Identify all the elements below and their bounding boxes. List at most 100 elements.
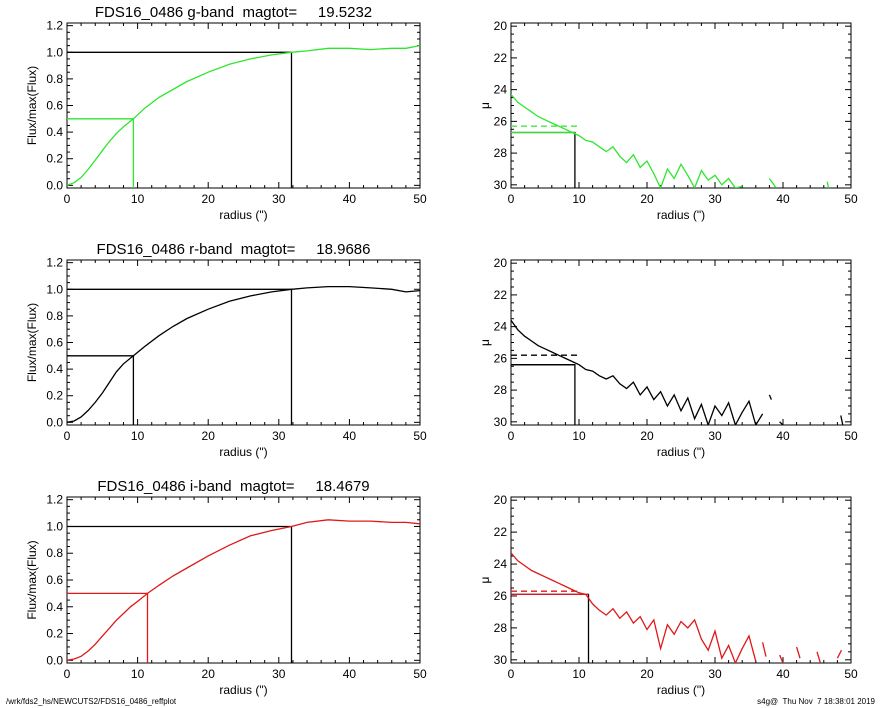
data-curve-segment: [761, 642, 767, 657]
x-tick-label: 50: [413, 667, 427, 681]
y-tick-label: 22: [494, 288, 508, 302]
data-curve-segment: [779, 654, 784, 663]
x-tick-label: 20: [640, 429, 654, 443]
y-tick-label: 1.2: [46, 493, 63, 507]
y-tick-label: 28: [494, 146, 508, 160]
y-tick-label: 26: [494, 114, 508, 128]
data-curve: [67, 285, 420, 423]
y-tick-label: 0.4: [46, 125, 63, 139]
chart-title: FDS16_0486 r-band magtot= 18.9686: [97, 241, 371, 258]
data-curve-segment: [836, 649, 843, 659]
x-tick-label: 10: [572, 429, 586, 443]
y-tick-label: 0.2: [46, 389, 63, 403]
y-tick-label: 0.6: [46, 99, 63, 113]
y-tick-label: 20: [494, 256, 508, 270]
y-tick-label: 0.0: [46, 653, 63, 667]
data-curve: [67, 519, 420, 661]
y-axis-label: Flux/max(Flux): [25, 303, 39, 382]
x-tick-label: 10: [131, 429, 145, 443]
chart-title: FDS16_0486 i-band magtot= 18.4679: [97, 478, 369, 495]
y-axis-label: μ: [478, 339, 492, 346]
x-tick-label: 40: [343, 667, 357, 681]
x-axis-label: radius ("): [219, 683, 267, 697]
x-tick-label: 10: [572, 667, 586, 681]
y-tick-label: 22: [494, 51, 508, 65]
x-tick-label: 50: [844, 429, 858, 443]
y-tick-label: 0.8: [46, 546, 63, 560]
y-tick-label: 0.2: [46, 627, 63, 641]
x-tick-label: 50: [844, 192, 858, 206]
x-tick-label: 0: [508, 192, 515, 206]
x-tick-label: 40: [776, 429, 790, 443]
plot-frame: [66, 259, 421, 426]
x-tick-label: 20: [202, 192, 216, 206]
y-axis-label: μ: [478, 576, 492, 583]
x-tick-label: 30: [708, 667, 722, 681]
x-tick-label: 30: [272, 429, 286, 443]
y-axis-label: Flux/max(Flux): [25, 66, 39, 145]
x-tick-label: 40: [776, 667, 790, 681]
x-axis-label: radius ("): [219, 445, 267, 459]
data-curve: [511, 93, 743, 188]
x-tick-label: 30: [272, 192, 286, 206]
chart-panel-r-growth: 0 10 20 30 40 50 0.0 0.2 0.4 0.6 0.8 1.0 1.2 radius (…: [25, 241, 427, 459]
y-tick-label: 0.8: [46, 309, 63, 323]
x-tick-label: 20: [640, 667, 654, 681]
x-tick-label: 30: [272, 667, 286, 681]
x-tick-label: 30: [708, 429, 722, 443]
half-light-marker-line: [511, 593, 590, 663]
plot-frame: [510, 259, 852, 426]
half-light-marker-line: [67, 51, 293, 188]
y-tick-label: 28: [494, 383, 508, 397]
chart-panel-g-growth: 0 10 20 30 40 50 0.0 0.2 0.4 0.6 0.8 1.0 1.2 radius (…: [25, 4, 427, 222]
half-light-marker-line: [67, 288, 293, 425]
data-curve: [511, 552, 757, 663]
x-tick-label: 0: [508, 429, 515, 443]
y-tick-label: 24: [494, 557, 508, 571]
half-light-marker-line: [511, 364, 576, 425]
x-tick-label: 0: [64, 192, 71, 206]
data-curve-segment: [768, 394, 772, 400]
x-tick-label: 50: [413, 192, 427, 206]
y-tick-label: 30: [494, 653, 508, 667]
y-tick-label: 26: [494, 351, 508, 365]
y-tick-label: 0.6: [46, 336, 63, 350]
data-curve-segment: [816, 651, 822, 663]
data-curve-segment: [795, 646, 801, 659]
chart-title: FDS16_0486 g-band magtot= 19.5232: [95, 4, 372, 21]
y-tick-label: 28: [494, 621, 508, 635]
data-curve-segment: [840, 415, 844, 425]
chart-panel-i-growth: 0 10 20 30 40 50 0.0 0.2 0.4 0.6 0.8 1.0 1.2 radius (…: [25, 478, 427, 697]
y-tick-label: 1.0: [46, 45, 63, 59]
y-tick-label: 0.0: [46, 415, 63, 429]
y-tick-label: 22: [494, 525, 508, 539]
x-tick-label: 40: [776, 192, 790, 206]
x-tick-label: 20: [202, 667, 216, 681]
plot-frame: [510, 496, 852, 664]
y-tick-label: 24: [494, 83, 508, 97]
half-light-marker-line: [511, 131, 576, 188]
y-tick-label: 0.0: [46, 178, 63, 192]
x-tick-label: 20: [202, 429, 216, 443]
x-tick-label: 40: [343, 429, 357, 443]
half-light-marker-line: [67, 525, 293, 663]
plot-frame: [66, 496, 421, 664]
y-tick-label: 0.4: [46, 362, 63, 376]
y-tick-label: 0.8: [46, 72, 63, 86]
half-light-marker-line: [67, 355, 135, 425]
x-axis-label: radius ("): [219, 208, 267, 222]
x-axis-label: radius ("): [657, 208, 705, 222]
x-tick-label: 0: [64, 429, 71, 443]
plot-frame: [66, 22, 421, 189]
y-axis-label: Flux/max(Flux): [25, 540, 39, 619]
y-tick-label: 30: [494, 415, 508, 429]
x-tick-label: 10: [572, 192, 586, 206]
data-curve: [511, 319, 764, 425]
x-tick-label: 50: [413, 429, 427, 443]
footer-file-path: /wrk/fds2_hs/NEWCUTS2/FDS16_0486_reffplo…: [6, 697, 177, 706]
y-tick-label: 24: [494, 320, 508, 334]
x-tick-label: 10: [131, 192, 145, 206]
